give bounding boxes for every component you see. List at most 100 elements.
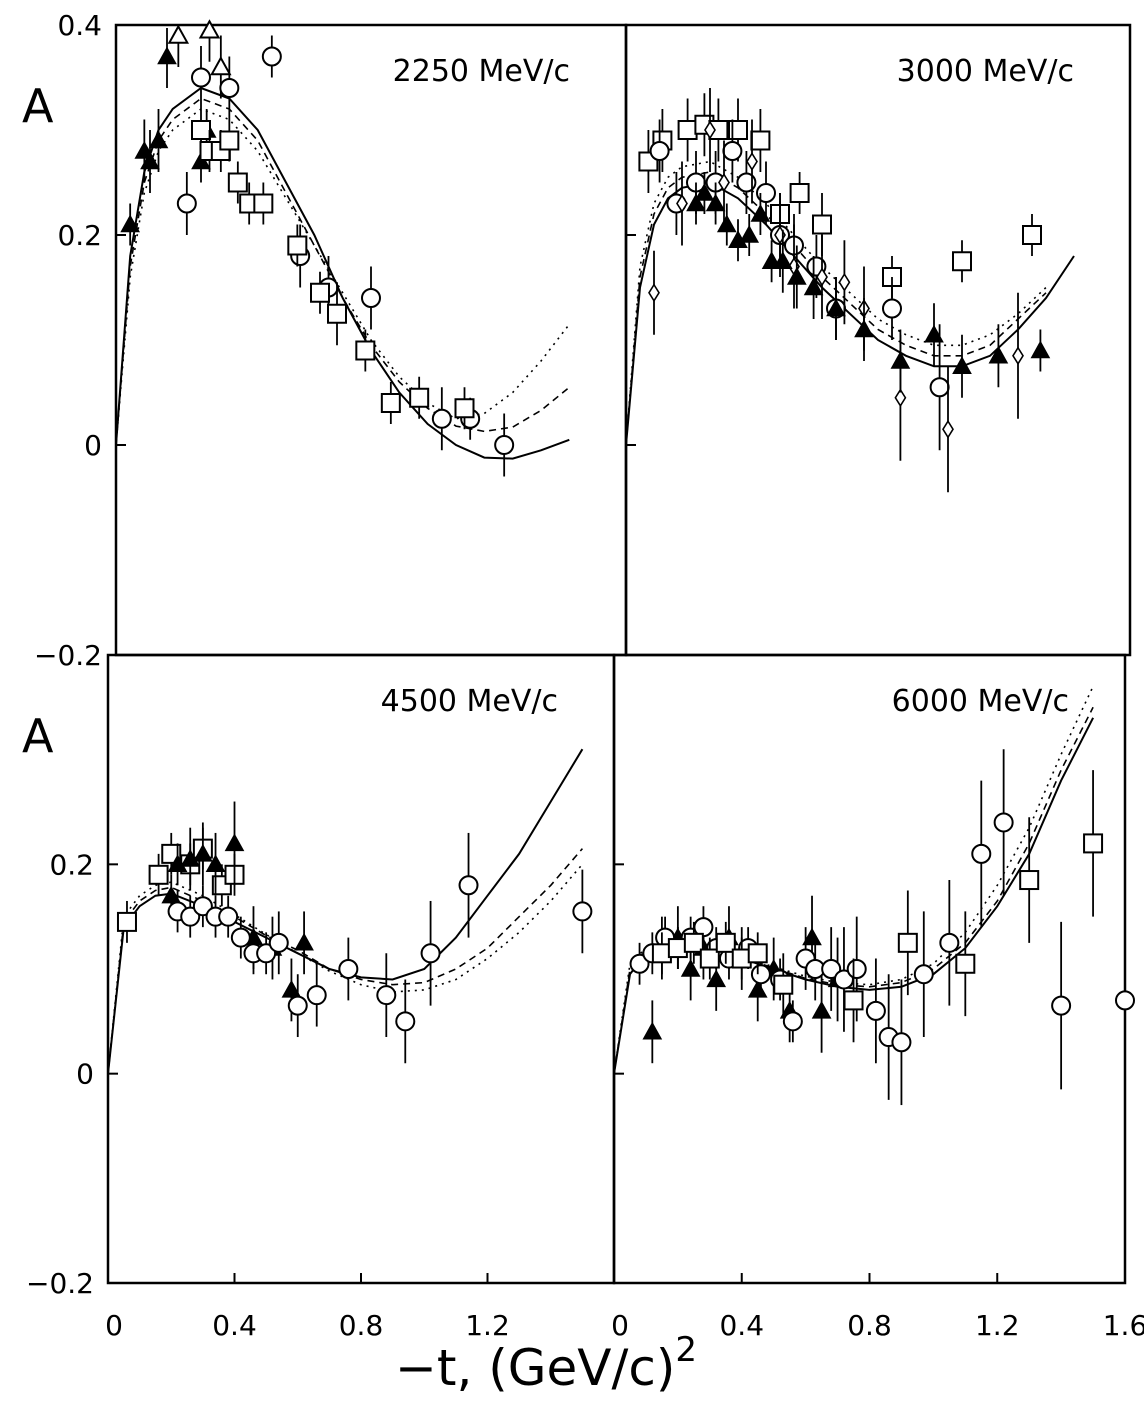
point-filled-triangle bbox=[747, 979, 768, 998]
point-open-circle bbox=[287, 995, 308, 1016]
x-tick-label: 1.2 bbox=[465, 1309, 510, 1342]
point-open-square bbox=[380, 393, 401, 413]
point-filled-triangle bbox=[161, 885, 182, 904]
point-filled-triangle bbox=[140, 151, 160, 170]
point-open-circle bbox=[230, 927, 251, 948]
x-axis-title: −t, (GeV/c)2 bbox=[395, 1330, 697, 1397]
y-tick-label: 0 bbox=[76, 1058, 94, 1091]
point-filled-triangle bbox=[120, 214, 141, 233]
point-filled-triangle bbox=[1030, 340, 1051, 359]
y-tick-label: 0.2 bbox=[49, 848, 94, 881]
panel-title: 4500 MeV/c bbox=[381, 684, 558, 719]
point-open-circle bbox=[846, 959, 867, 979]
curve-dashed bbox=[625, 171, 1047, 446]
panel-title: 3000 MeV/c bbox=[897, 54, 1074, 89]
point-filled-triangle bbox=[786, 266, 807, 285]
point-open-square bbox=[750, 130, 771, 151]
x-tick-label: 1.6 bbox=[1103, 1309, 1144, 1342]
point-open-circle bbox=[971, 843, 992, 864]
point-open-circle bbox=[993, 812, 1014, 833]
x-tick-label: 0.4 bbox=[212, 1309, 257, 1342]
y-tick-label: −0.2 bbox=[26, 1267, 94, 1300]
point-open-square bbox=[1022, 225, 1042, 245]
point-open-square bbox=[728, 120, 748, 140]
point-open-square bbox=[148, 864, 169, 885]
point-open-square bbox=[897, 932, 918, 953]
curve-dashed bbox=[107, 848, 584, 1074]
point-filled-triangle bbox=[224, 833, 245, 852]
point-open-square bbox=[454, 398, 475, 419]
point-open-circle bbox=[361, 288, 381, 308]
point-filled-triangle bbox=[705, 193, 726, 212]
point-open-circle bbox=[939, 932, 960, 953]
point-open-circle bbox=[261, 46, 282, 67]
point-filled-triangle bbox=[157, 46, 177, 65]
point-open-circle bbox=[395, 1011, 416, 1032]
point-filled-triangle bbox=[694, 182, 715, 201]
curve-dotted bbox=[115, 108, 570, 446]
panel-2: 3000 MeV/c bbox=[624, 23, 1132, 657]
point-filled-triangle bbox=[952, 356, 972, 374]
point-open-square bbox=[955, 953, 976, 974]
x-tick-label: 0.4 bbox=[719, 1309, 764, 1342]
point-open-diamond bbox=[942, 419, 954, 439]
point-open-circle bbox=[431, 408, 452, 429]
point-open-circle bbox=[572, 901, 593, 922]
x-tick-label: 0 bbox=[611, 1309, 629, 1342]
point-open-triangle bbox=[210, 55, 232, 76]
point-open-circle bbox=[420, 943, 441, 964]
point-open-circle bbox=[256, 943, 277, 964]
point-open-square bbox=[219, 130, 240, 151]
point-open-diamond bbox=[746, 151, 758, 172]
point-open-circle bbox=[494, 435, 515, 455]
point-open-circle bbox=[722, 141, 743, 161]
panel-3: 0.2 0 −0.2 0 0.4 0.8 1.2 4500 MeV/c bbox=[26, 653, 616, 1342]
point-open-diamond bbox=[1012, 346, 1024, 366]
point-open-diamond bbox=[816, 267, 828, 287]
point-open-circle bbox=[1051, 995, 1072, 1016]
curve-dotted bbox=[625, 160, 1047, 446]
point-open-square bbox=[1019, 870, 1040, 891]
point-open-square bbox=[409, 387, 430, 408]
point-open-square bbox=[227, 172, 248, 193]
point-filled-triangle bbox=[750, 203, 771, 222]
panel-frame bbox=[106, 653, 616, 1285]
point-filled-triangle bbox=[826, 298, 846, 317]
point-open-square bbox=[683, 932, 704, 953]
point-open-square bbox=[789, 183, 810, 203]
point-filled-triangle bbox=[890, 350, 911, 369]
point-open-circle bbox=[458, 875, 479, 896]
point-filled-triangle bbox=[988, 345, 1009, 364]
point-open-circle bbox=[192, 896, 213, 917]
point-open-square bbox=[116, 911, 137, 932]
point-filled-triangle bbox=[281, 979, 302, 998]
point-open-circle bbox=[649, 141, 670, 161]
y-tick-label: 0.4 bbox=[57, 9, 102, 42]
point-open-circle bbox=[821, 959, 842, 979]
point-filled-triangle bbox=[180, 849, 201, 867]
point-filled-triangle bbox=[739, 224, 760, 243]
point-open-square bbox=[677, 120, 698, 140]
point-filled-triangle bbox=[167, 854, 188, 873]
point-filled-triangle bbox=[803, 277, 824, 296]
point-filled-triangle bbox=[924, 324, 944, 343]
point-open-square bbox=[812, 214, 832, 235]
point-open-diamond bbox=[648, 283, 660, 303]
point-open-circle bbox=[629, 953, 650, 974]
point-open-square bbox=[287, 235, 308, 256]
y-axis-title-top: A bbox=[22, 79, 54, 133]
panel-4: 0 0.4 0.8 1.2 1.6 6000 MeV/c bbox=[611, 653, 1144, 1342]
point-filled-triangle bbox=[686, 193, 706, 212]
point-open-circle bbox=[306, 985, 327, 1006]
point-open-square bbox=[952, 251, 972, 272]
x-tick-label: 1.2 bbox=[975, 1309, 1020, 1342]
point-filled-triangle bbox=[680, 958, 701, 977]
point-open-circle bbox=[191, 67, 211, 88]
point-filled-triangle bbox=[642, 1021, 663, 1040]
point-filled-triangle bbox=[294, 932, 314, 951]
point-filled-triangle bbox=[706, 969, 727, 988]
point-filled-triangle bbox=[854, 319, 874, 338]
curve-solid bbox=[115, 86, 570, 460]
point-open-diamond bbox=[838, 272, 851, 292]
